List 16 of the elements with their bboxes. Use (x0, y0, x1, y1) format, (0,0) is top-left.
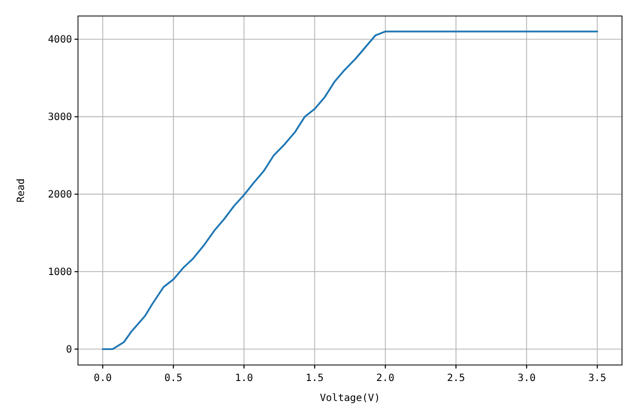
x-tick-label: 3.0 (518, 373, 536, 384)
y-tick-label: 2000 (48, 190, 72, 201)
x-tick-label: 2.0 (376, 373, 394, 384)
y-tick-label: 3000 (48, 112, 72, 124)
y-axis-title: Read (16, 178, 27, 203)
x-axis-title: Voltage(V) (320, 393, 380, 404)
x-tick-label: 3.5 (588, 373, 606, 384)
x-tick-label: 2.5 (446, 373, 466, 384)
y-tick-label: 0 (66, 344, 72, 356)
y-tick-label: 1000 (48, 267, 72, 278)
x-tick-label: 1.5 (306, 373, 324, 384)
x-tick-label: 1.0 (234, 373, 254, 384)
y-tick-label: 4000 (48, 34, 72, 46)
line-series (102, 30, 598, 350)
x-tick-label: 0.5 (164, 373, 182, 384)
x-tick-label: 0.0 (94, 373, 112, 384)
